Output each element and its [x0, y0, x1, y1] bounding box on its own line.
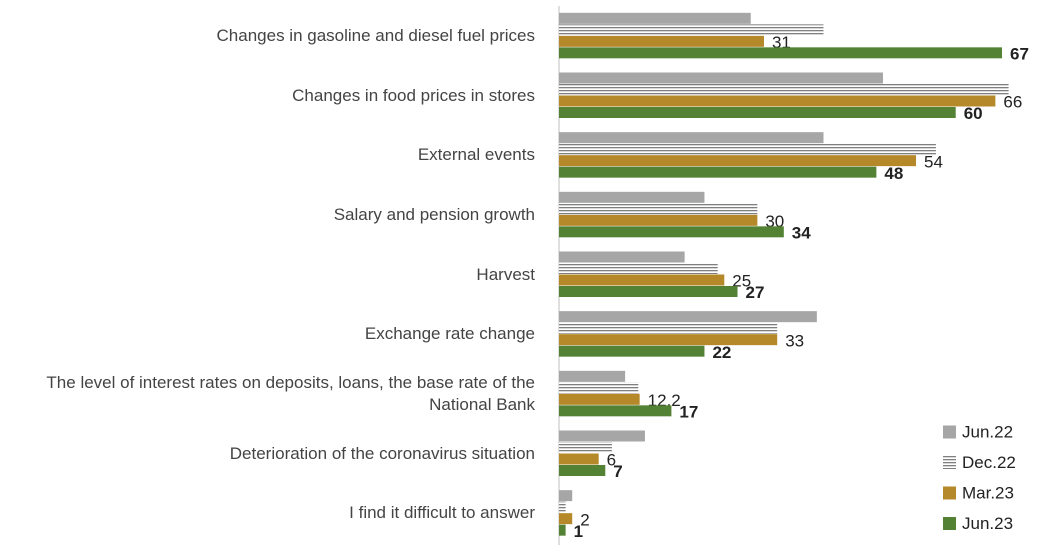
category-label: Changes in food prices in stores — [292, 85, 535, 105]
bar — [559, 442, 612, 453]
bar — [559, 226, 784, 238]
category-label: Harvest — [476, 264, 535, 284]
bar — [559, 382, 639, 394]
data-label: 22 — [712, 343, 731, 362]
legend-label: Jun.22 — [962, 422, 1013, 441]
bar — [559, 465, 606, 476]
data-label: 60 — [964, 104, 983, 123]
bar — [559, 311, 817, 323]
bar — [559, 453, 599, 465]
data-label: 67 — [1010, 45, 1029, 64]
legend-swatch — [943, 425, 956, 439]
legend-label: Mar.23 — [962, 483, 1014, 502]
bar — [559, 143, 936, 155]
data-label: 2 — [580, 510, 589, 529]
data-label: 34 — [792, 224, 811, 243]
bar — [559, 501, 566, 513]
data-label: 1 — [574, 522, 583, 541]
data-label: 27 — [746, 283, 765, 302]
category-label: Deterioration of the coronavirus situati… — [229, 443, 535, 463]
data-label: 66 — [1003, 93, 1022, 112]
bar — [559, 263, 718, 274]
bar — [559, 47, 1002, 59]
legend-label: Dec.22 — [962, 453, 1016, 472]
legend-swatch — [943, 517, 956, 530]
bar — [559, 370, 626, 382]
bar — [559, 24, 824, 36]
bar — [559, 214, 758, 226]
data-label: 12.2 — [648, 391, 681, 410]
bar — [559, 251, 685, 263]
category-label: Salary and pension growth — [333, 204, 535, 224]
bar — [559, 322, 778, 334]
data-label: 25 — [732, 272, 751, 291]
bar — [559, 274, 725, 286]
bar — [559, 35, 764, 47]
bar — [559, 95, 996, 107]
legend-swatch — [943, 486, 956, 500]
bar — [559, 405, 672, 417]
data-label: 48 — [884, 164, 903, 183]
data-label: 33 — [785, 331, 804, 350]
data-label: 7 — [613, 462, 622, 481]
bar — [559, 334, 778, 346]
category-label: Changes in gasoline and diesel fuel pric… — [216, 25, 535, 45]
bar — [559, 72, 883, 84]
bar — [559, 166, 877, 178]
bar — [559, 84, 1009, 95]
data-label: 54 — [924, 152, 943, 171]
category-label: External events — [417, 145, 535, 165]
data-label: 30 — [765, 212, 784, 231]
data-label: 31 — [772, 33, 791, 52]
data-label: 17 — [679, 403, 698, 422]
bar — [559, 155, 917, 167]
bar — [559, 393, 640, 405]
bar — [559, 203, 758, 215]
bar — [559, 345, 705, 357]
bar — [559, 12, 751, 24]
bar — [559, 107, 956, 118]
data-label: 6 — [607, 451, 616, 470]
bar — [559, 524, 566, 536]
category-label: I find it difficult to answer — [349, 503, 535, 523]
category-label: The level of interest rates on deposits,… — [46, 372, 535, 414]
legend-label: Jun.23 — [962, 514, 1013, 533]
bar — [559, 430, 645, 442]
category-label: Exchange rate change — [364, 324, 535, 344]
bar — [559, 286, 738, 297]
bar — [559, 191, 705, 203]
bar — [559, 132, 824, 144]
legend-swatch — [943, 456, 956, 469]
bar — [559, 490, 573, 502]
bar — [559, 513, 573, 525]
